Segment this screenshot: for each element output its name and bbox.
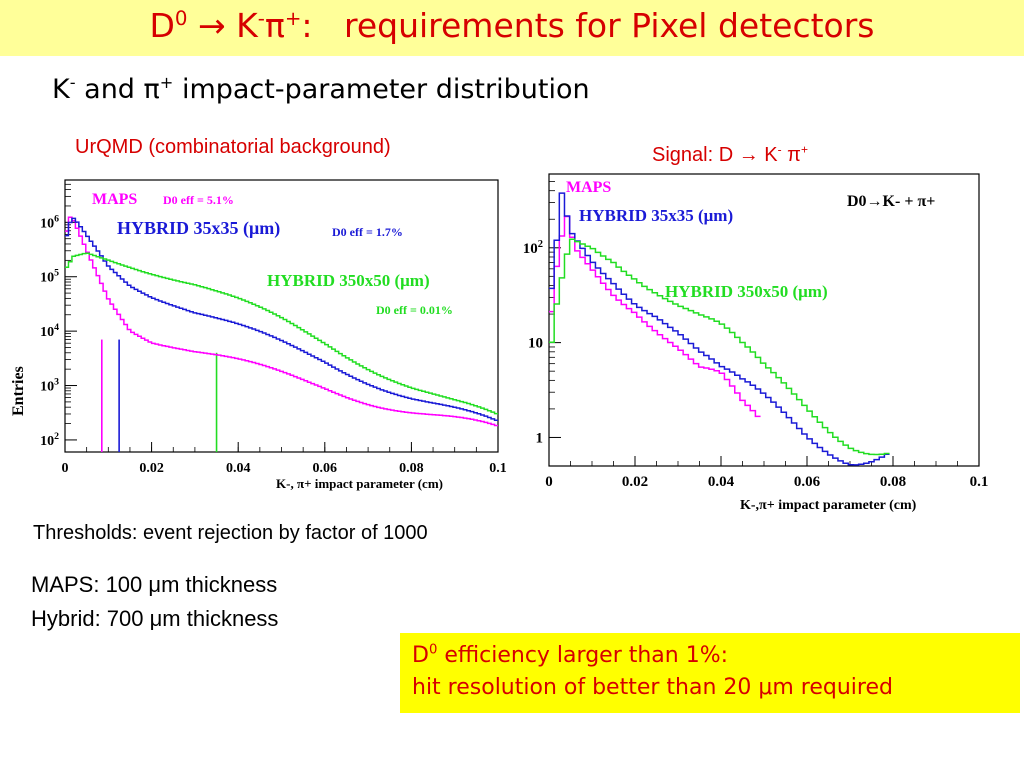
background-plot-svg: 0 0.02 0.04 0.06 0.08 0.1 102 103 104 105 106 Entr… — [10, 179, 507, 491]
title-k: K — [236, 6, 258, 45]
signal-plot: 0 0.02 0.04 0.06 0.08 0.1 1 10 102 K-,π+ impact … — [512, 168, 1024, 516]
right-plot-caption: Signal: D → K- π+ — [652, 142, 808, 167]
y-axis-label: Entries — [10, 366, 27, 416]
x-tick-label: 0.08 — [880, 474, 906, 490]
conclusion-line2: hit resolution of better than 20 μm requ… — [412, 675, 893, 700]
right-caption-k: K — [758, 144, 778, 166]
subtitle-and: and π — [75, 74, 160, 105]
y-tick-label: 10 — [528, 336, 543, 352]
title-pi: π — [264, 6, 285, 45]
subtitle-rest: impact-parameter distribution — [173, 74, 590, 105]
decay-label: D0→K- + π+ — [847, 193, 935, 210]
plot-frame — [64, 179, 499, 453]
series-line — [65, 252, 498, 415]
background-plot: 0 0.02 0.04 0.06 0.08 0.1 102 103 104 105 106 Entr… — [0, 168, 515, 498]
plot-frame — [548, 173, 980, 467]
x-tick-label: 0 — [545, 474, 553, 490]
conclusion-d: D — [412, 643, 429, 668]
right-caption-k-sup: - — [777, 142, 782, 157]
legend-maps: MAPS — [92, 191, 137, 208]
maps-thickness: MAPS: 100 μm thickness — [31, 572, 278, 597]
y-tick-label: 102 — [523, 239, 543, 257]
x-tick-label: 0.1 — [489, 461, 507, 476]
series-line — [549, 192, 890, 466]
x-tick-label: 0.04 — [226, 461, 251, 476]
slide-subtitle: K- and π+ impact-parameter distribution — [52, 74, 590, 105]
title-bar — [0, 0, 1024, 56]
x-tick-label: 0.08 — [399, 461, 424, 476]
x-tick-label: 0.06 — [313, 461, 338, 476]
conclusion-box: D0 efficiency larger than 1%: hit resolu… — [400, 633, 1020, 713]
x-tick-label: 0.1 — [970, 474, 989, 490]
y-tick-label: 104 — [40, 322, 59, 340]
thresholds-text: Thresholds: event rejection by factor of… — [33, 522, 428, 544]
x-tick-label: 0.04 — [708, 474, 735, 490]
title-pi-sup: + — [284, 7, 302, 30]
conclusion-line1: D0 efficiency larger than 1%: — [412, 643, 728, 668]
hybrid-thickness: Hybrid: 700 μm thickness — [31, 606, 279, 631]
signal-plot-svg: 0 0.02 0.04 0.06 0.08 0.1 1 10 102 K-,π+ impact … — [523, 173, 989, 513]
right-caption-prefix: Signal: D — [652, 144, 739, 166]
legend-hybrid35-eff: D0 eff = 1.7% — [332, 225, 403, 239]
y-tick-label: 106 — [40, 213, 59, 231]
title-d-sup: 0 — [174, 7, 188, 30]
conclusion-line1-rest: efficiency larger than 1%: — [437, 643, 729, 668]
legend-hybrid35: HYBRID 35x35 (μm) — [117, 218, 280, 239]
conclusion-d-sup: 0 — [428, 642, 438, 658]
subtitle-pi-sup: + — [159, 73, 174, 92]
x-axis-label: K-,π+ impact parameter (cm) — [740, 498, 917, 513]
y-tick-label: 105 — [40, 268, 59, 286]
x-axis-label: K-, π+ impact parameter (cm) — [276, 476, 443, 491]
title-d: D — [149, 6, 175, 45]
right-caption-pi: π — [781, 144, 801, 166]
slide-title: D0 → K-π+: requirements for Pixel detect… — [0, 4, 1024, 48]
series-line — [549, 215, 761, 418]
legend-hybrid35: HYBRID 35x35 (μm) — [579, 206, 733, 225]
y-tick-label: 1 — [536, 430, 544, 446]
series-line — [549, 238, 890, 456]
title-rest: : requirements for Pixel detectors — [301, 6, 875, 45]
x-tick-label: 0.06 — [794, 474, 821, 490]
x-tick-label: 0 — [62, 461, 69, 476]
y-tick-label: 102 — [40, 431, 59, 449]
legend-hybrid350-eff: D0 eff = 0.01% — [376, 303, 453, 317]
subtitle-k-sup: - — [69, 73, 76, 92]
y-tick-label: 103 — [40, 377, 59, 395]
right-caption-pi-sup: + — [800, 142, 808, 157]
legend-maps-eff: D0 eff = 5.1% — [163, 193, 234, 207]
subtitle-k: K — [52, 74, 70, 105]
right-caption-arrow: → — [738, 144, 759, 166]
title-arrow: → — [198, 6, 226, 45]
x-tick-label: 0.02 — [139, 461, 164, 476]
series-line — [65, 216, 498, 427]
series-line — [65, 217, 498, 421]
legend-hybrid350: HYBRID 350x50 (μm) — [267, 271, 430, 290]
legend-hybrid350: HYBRID 350x50 (μm) — [665, 282, 828, 301]
title-k-sup: - — [257, 7, 265, 30]
x-tick-label: 0.02 — [622, 474, 648, 490]
left-plot-caption: UrQMD (combinatorial background) — [75, 136, 391, 158]
legend-maps: MAPS — [566, 179, 611, 196]
